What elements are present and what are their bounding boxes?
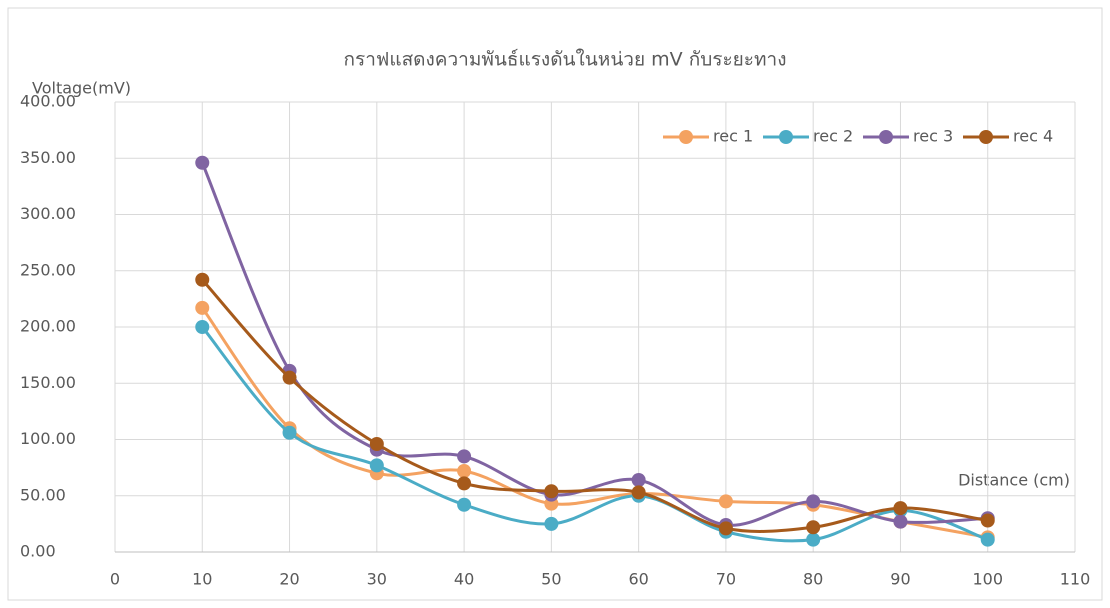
data-point (718, 494, 733, 509)
data-point (806, 520, 821, 535)
data-point (893, 514, 908, 529)
y-tick-label: 350.00 (20, 148, 76, 167)
y-tick-label: 200.00 (20, 317, 76, 336)
data-point (195, 320, 210, 334)
legend-label: rec 1 (713, 127, 753, 146)
x-tick-label: 10 (192, 570, 212, 589)
x-axis-label: Distance (cm) (958, 471, 1070, 490)
legend-label: rec 3 (913, 127, 953, 146)
data-point (369, 437, 384, 451)
data-point (544, 516, 559, 531)
legend-label: rec 4 (1013, 127, 1053, 146)
x-tick-label: 50 (541, 570, 561, 589)
x-tick-label: 80 (803, 570, 823, 589)
y-tick-label: 100.00 (20, 429, 76, 448)
data-point (457, 497, 472, 512)
data-point (631, 485, 646, 500)
data-point (457, 449, 472, 464)
series-line (201, 278, 988, 533)
legend-marker (979, 130, 993, 144)
y-tick-label: 150.00 (20, 373, 76, 392)
data-point (544, 484, 559, 499)
data-point (195, 300, 210, 315)
data-point (718, 521, 733, 536)
data-point (631, 473, 646, 487)
legend-marker (679, 130, 693, 144)
chart-title: กราฟแสดงความพันธ์แรงดันในหน่วย mV กับระย… (344, 49, 787, 71)
data-point (282, 425, 297, 440)
x-tick-label: 40 (454, 570, 474, 589)
chart-border (7, 7, 1103, 601)
series-line (201, 326, 989, 543)
data-point (980, 513, 995, 528)
series-line (201, 306, 988, 539)
legend-label: rec 2 (813, 127, 853, 146)
data-point (282, 370, 297, 385)
series-line (200, 162, 988, 527)
data-point (893, 501, 908, 516)
data-point (369, 458, 384, 473)
data-point (457, 464, 472, 478)
data-point (806, 532, 821, 547)
y-axis-label: Voltage(mV) (32, 79, 131, 98)
x-tick-label: 100 (972, 570, 1003, 589)
data-point (195, 272, 210, 287)
x-tick-label: 60 (628, 570, 648, 589)
x-tick-label: 90 (890, 570, 910, 589)
legend-marker (879, 130, 893, 144)
legend-marker (779, 130, 793, 144)
x-tick-label: 70 (716, 570, 736, 589)
data-point (806, 494, 821, 509)
y-tick-label: 400.00 (20, 92, 76, 111)
data-point (980, 532, 995, 547)
y-tick-label: 250.00 (20, 260, 76, 279)
x-tick-label: 20 (279, 570, 299, 589)
data-point (195, 155, 210, 170)
y-tick-label: 0.00 (20, 542, 56, 561)
data-point (457, 476, 472, 491)
y-tick-label: 50.00 (20, 485, 66, 504)
x-tick-label: 110 (1060, 570, 1091, 589)
x-tick-label: 0 (110, 570, 120, 589)
y-tick-label: 300.00 (20, 204, 76, 223)
x-tick-label: 30 (367, 570, 387, 589)
